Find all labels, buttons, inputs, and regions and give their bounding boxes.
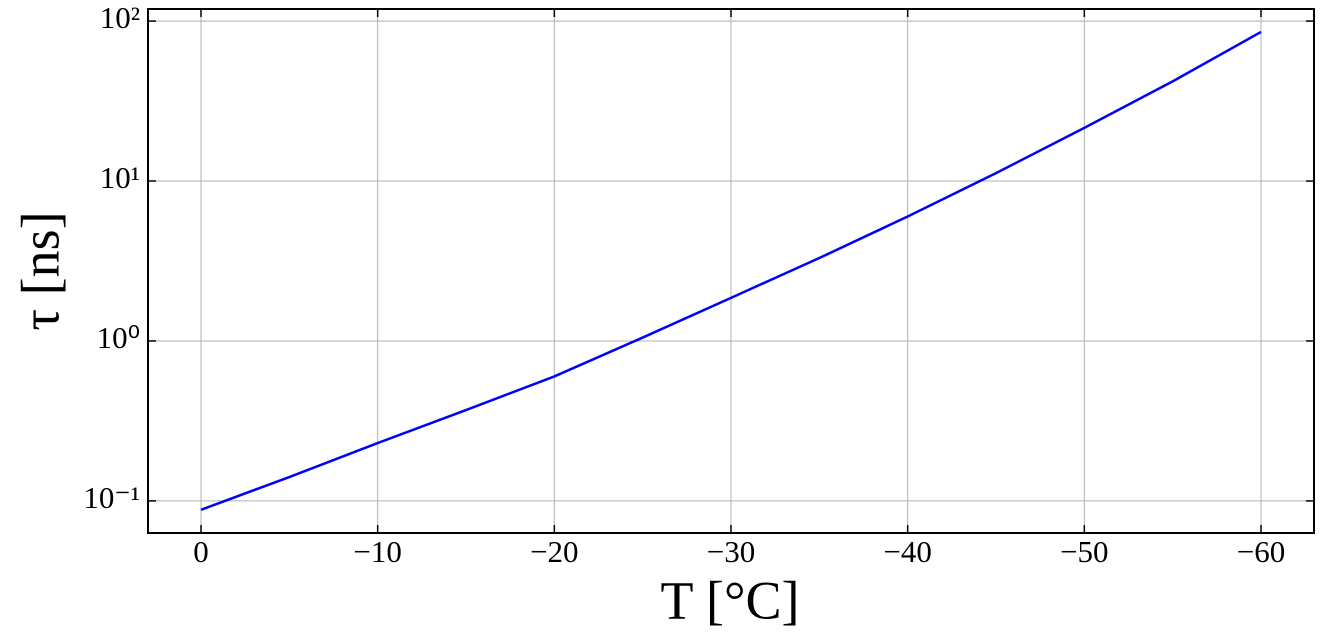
plot-frame	[147, 8, 1315, 534]
x-tick-label: −60	[1237, 534, 1285, 569]
y-axis-label: τ [ns]	[10, 211, 70, 330]
y-tick-label: 10⁰	[97, 320, 140, 355]
x-tick-label: −30	[707, 534, 755, 569]
x-axis-label: T [°C]	[660, 570, 799, 630]
x-tick-label: −40	[883, 534, 931, 569]
x-tick-label: −50	[1060, 534, 1108, 569]
y-tick-label: 10¹	[100, 160, 140, 195]
x-tick-label: −20	[530, 534, 578, 569]
x-tick-label: −10	[353, 534, 401, 569]
data-line	[200, 30, 1262, 511]
x-tick-label: 0	[193, 534, 209, 569]
y-tick-label: 10⁻¹	[83, 480, 140, 515]
y-tick-label: 10²	[100, 0, 140, 35]
